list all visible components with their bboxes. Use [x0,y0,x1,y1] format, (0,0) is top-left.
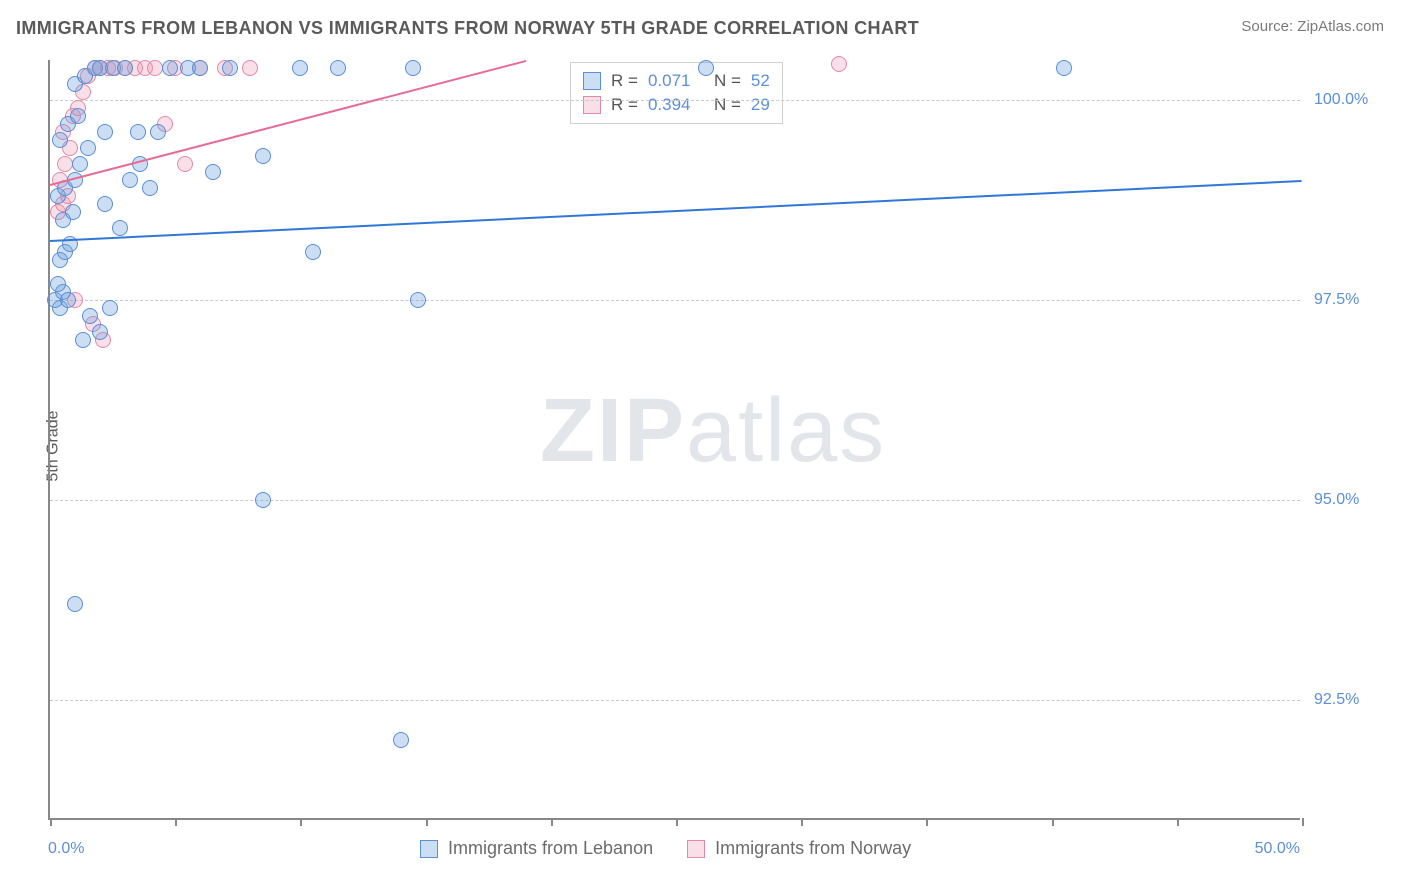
gridline [50,500,1300,501]
gridline [50,100,1300,101]
x-tick [676,818,678,826]
blue-point [1056,60,1072,76]
stat-text: 0.394 [648,95,704,115]
source-name: ZipAtlas.com [1297,18,1384,35]
x-tick [1177,818,1179,826]
x-tick [926,818,928,826]
blue-point [70,108,86,124]
legend-label: Immigrants from Norway [715,838,911,859]
stat-text: 52 [751,71,770,91]
gridline [50,300,1300,301]
blue-point [222,60,238,76]
x-tick [551,818,553,826]
chart-title: IMMIGRANTS FROM LEBANON VS IMMIGRANTS FR… [16,18,919,39]
x-tick [1302,818,1304,826]
stat-text: R = [611,95,638,115]
blue-point [50,276,66,292]
source-label: Source: ZipAtlas.com [1241,18,1384,35]
stat-box: R = 0.071 N = 52 R = 0.394 N = 29 [570,62,783,124]
blue-point [292,60,308,76]
blue-point [65,204,81,220]
x-tick [300,818,302,826]
legend-label: Immigrants from Lebanon [448,838,653,859]
gridline [50,700,1300,701]
plot-area: ZIPatlas R = 0.071 N = 52 R = 0.394 N = 29 [48,60,1300,820]
blue-point [255,148,271,164]
blue-point [82,308,98,324]
blue-point [67,596,83,612]
blue-point [405,60,421,76]
legend-item: Immigrants from Norway [687,838,911,859]
blue-point [205,164,221,180]
x-tick-label: 0.0% [48,840,84,858]
pink-point [147,60,163,76]
blue-point [122,172,138,188]
y-tick-label: 95.0% [1314,491,1359,509]
blue-point [60,292,76,308]
blue-swatch [420,840,438,858]
legend: Immigrants from Lebanon Immigrants from N… [420,838,911,859]
blue-point [150,124,166,140]
blue-point [142,180,158,196]
y-tick-label: 97.5% [1314,291,1359,309]
x-tick-label: 50.0% [1255,840,1300,858]
blue-point [97,124,113,140]
stat-row: R = 0.394 N = 29 [583,93,770,117]
stat-text: R = [611,71,638,91]
pink-point [242,60,258,76]
blue-point [698,60,714,76]
blue-point [112,220,128,236]
blue-point [192,60,208,76]
watermark-bold: ZIP [540,381,686,481]
y-tick-label: 100.0% [1314,91,1368,109]
blue-point [255,492,271,508]
y-tick-label: 92.5% [1314,691,1359,709]
x-tick [426,818,428,826]
blue-point [162,60,178,76]
watermark: ZIPatlas [540,380,886,483]
x-tick [50,818,52,826]
source-prefix: Source: [1241,18,1297,35]
blue-point [80,140,96,156]
watermark-thin: atlas [686,381,886,481]
x-tick [801,818,803,826]
blue-point [305,244,321,260]
blue-trend-line [50,180,1302,242]
pink-swatch [583,96,601,114]
pink-trend-line [50,60,526,186]
stat-text: N = [714,71,741,91]
blue-point [52,132,68,148]
blue-point [102,300,118,316]
stat-text: 0.071 [648,71,704,91]
blue-swatch [583,72,601,90]
blue-point [393,732,409,748]
pink-swatch [687,840,705,858]
blue-point [117,60,133,76]
pink-point [177,156,193,172]
blue-point [72,156,88,172]
stat-row: R = 0.071 N = 52 [583,69,770,93]
stat-text: 29 [751,95,770,115]
x-tick [175,818,177,826]
blue-point [75,332,91,348]
blue-point [410,292,426,308]
blue-point [130,124,146,140]
legend-item: Immigrants from Lebanon [420,838,653,859]
blue-point [92,324,108,340]
x-tick [1052,818,1054,826]
blue-point [97,196,113,212]
stat-text: N = [714,95,741,115]
pink-point [57,156,73,172]
blue-point [330,60,346,76]
pink-point [831,56,847,72]
